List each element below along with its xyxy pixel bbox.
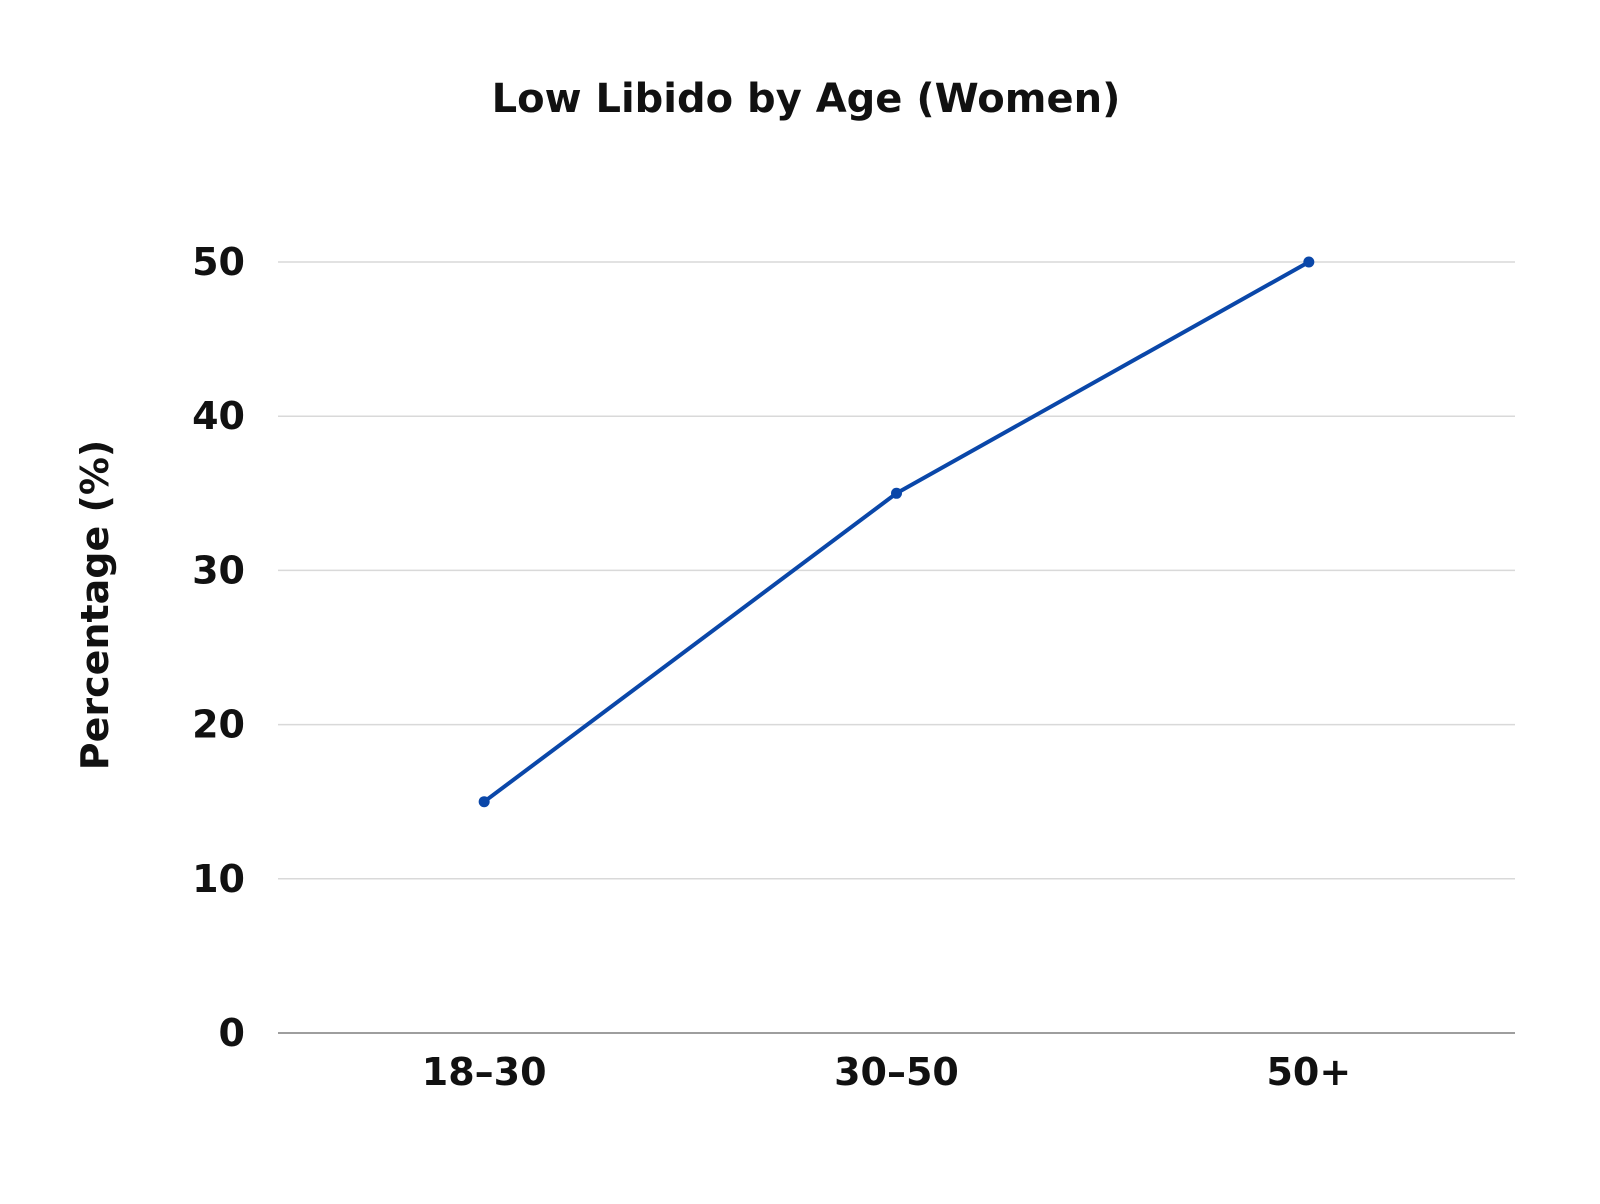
y-axis-title: Percentage (%): [73, 440, 117, 771]
y-tick-label: 0: [219, 1011, 245, 1055]
data-point: [478, 796, 490, 808]
chart-title: Low Libido by Age (Women): [492, 76, 1121, 122]
x-axis-ticks: 18–30 30–50 50+: [422, 1050, 1351, 1094]
y-tick-label: 50: [192, 240, 245, 284]
x-tick-label: 18–30: [422, 1050, 547, 1094]
x-tick-label: 30–50: [834, 1050, 959, 1094]
series-layer: [478, 256, 1315, 808]
y-tick-label: 30: [192, 548, 245, 592]
series-line: [482, 260, 1311, 804]
y-tick-label: 40: [192, 394, 245, 438]
y-tick-label: 10: [192, 857, 245, 901]
x-tick-label: 50+: [1266, 1050, 1351, 1094]
data-point: [891, 487, 902, 499]
gridlines: [278, 261, 1515, 1034]
data-point: [1303, 256, 1315, 268]
y-axis-ticks: 0 10 20 30 40 50: [192, 240, 245, 1055]
y-tick-label: 20: [192, 703, 245, 747]
